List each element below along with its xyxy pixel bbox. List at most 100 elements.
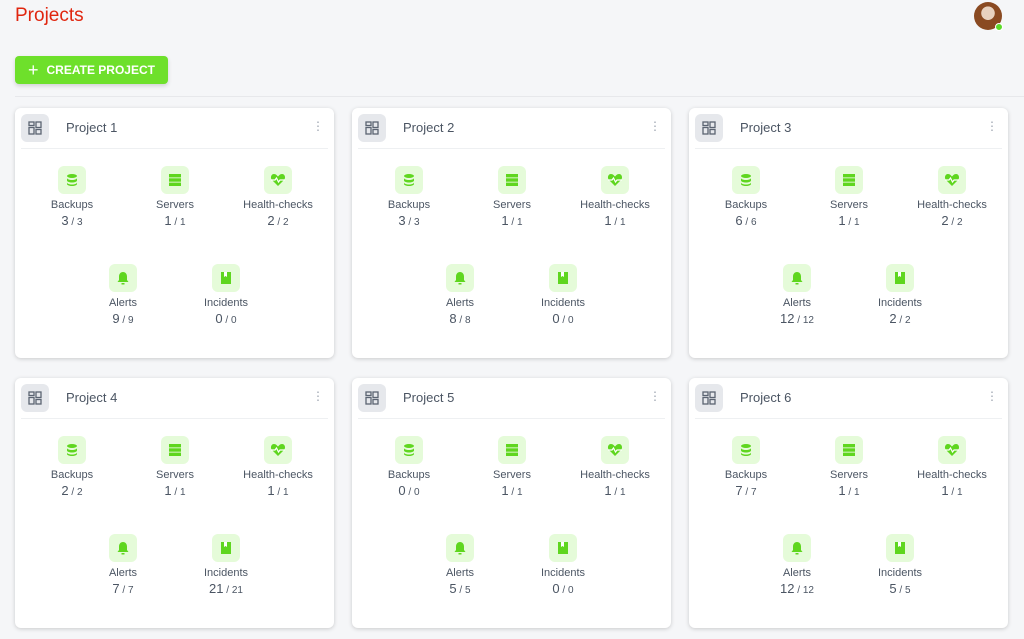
stat-value: 1 / 1	[501, 213, 523, 228]
bell-icon	[783, 534, 811, 562]
stat-label: Alerts	[445, 567, 475, 579]
heart-pulse-icon	[601, 166, 629, 194]
project-card[interactable]: Project 4 ⋮ Backups 2 / 2 Servers 1 / 1 …	[15, 378, 334, 628]
project-card[interactable]: Project 6 ⋮ Backups 7 / 7 Servers 1 / 1 …	[689, 378, 1008, 628]
stat-backups[interactable]: Backups 6 / 6	[696, 166, 796, 228]
stat-servers[interactable]: Servers 1 / 1	[462, 436, 562, 498]
more-vert-icon[interactable]: ⋮	[312, 389, 324, 403]
database-icon	[732, 166, 760, 194]
heart-pulse-icon	[938, 436, 966, 464]
stat-label: Backups	[387, 469, 431, 481]
stat-backups[interactable]: Backups 0 / 0	[359, 436, 459, 498]
stat-value: 1 / 1	[164, 483, 186, 498]
project-name[interactable]: Project 2	[403, 120, 455, 135]
more-vert-icon[interactable]: ⋮	[649, 389, 661, 403]
stat-alerts[interactable]: Alerts 8 / 8	[410, 264, 510, 326]
stat-label: Servers	[493, 199, 531, 211]
stat-label: Incidents	[540, 297, 586, 309]
stat-value: 0 / 0	[552, 581, 574, 596]
stat-incidents[interactable]: Incidents 0 / 0	[513, 264, 613, 326]
stat-label: Backups	[724, 469, 768, 481]
stat-servers[interactable]: Servers 1 / 1	[125, 436, 225, 498]
project-name[interactable]: Project 3	[740, 120, 792, 135]
stat-backups[interactable]: Backups 7 / 7	[696, 436, 796, 498]
server-icon	[161, 166, 189, 194]
stat-incidents[interactable]: Incidents 0 / 0	[513, 534, 613, 596]
project-card[interactable]: Project 2 ⋮ Backups 3 / 3 Servers 1 / 1 …	[352, 108, 671, 358]
more-vert-icon[interactable]: ⋮	[986, 119, 998, 133]
project-name[interactable]: Project 4	[66, 390, 118, 405]
stat-alerts[interactable]: Alerts 12 / 12	[747, 264, 847, 326]
stat-label: Health-checks	[580, 199, 650, 211]
stat-value: 9 / 9	[112, 311, 134, 326]
stat-label: Health-checks	[243, 199, 313, 211]
project-card[interactable]: Project 5 ⋮ Backups 0 / 0 Servers 1 / 1 …	[352, 378, 671, 628]
stat-servers[interactable]: Servers 1 / 1	[462, 166, 562, 228]
stat-health-checks[interactable]: Health-checks 2 / 2	[902, 166, 1002, 228]
stat-label: Alerts	[108, 297, 138, 309]
server-icon	[835, 166, 863, 194]
stat-backups[interactable]: Backups 2 / 2	[22, 436, 122, 498]
stat-value: 1 / 1	[604, 483, 626, 498]
more-vert-icon[interactable]: ⋮	[986, 389, 998, 403]
online-status-dot	[995, 23, 1003, 31]
stat-health-checks[interactable]: Health-checks 1 / 1	[228, 436, 328, 498]
stat-value: 0 / 0	[398, 483, 420, 498]
stat-label: Servers	[830, 199, 868, 211]
project-name[interactable]: Project 6	[740, 390, 792, 405]
project-grid-icon	[695, 384, 723, 412]
stat-alerts[interactable]: Alerts 7 / 7	[73, 534, 173, 596]
stat-label: Backups	[387, 199, 431, 211]
stat-label: Incidents	[203, 297, 249, 309]
stat-value: 3 / 3	[398, 213, 420, 228]
bookmark-icon	[886, 534, 914, 562]
stat-label: Servers	[493, 469, 531, 481]
bell-icon	[446, 534, 474, 562]
server-icon	[498, 436, 526, 464]
bell-icon	[109, 264, 137, 292]
stat-health-checks[interactable]: Health-checks 1 / 1	[565, 436, 665, 498]
stat-health-checks[interactable]: Health-checks 2 / 2	[228, 166, 328, 228]
stat-servers[interactable]: Servers 1 / 1	[125, 166, 225, 228]
card-divider	[358, 418, 665, 419]
stat-value: 6 / 6	[735, 213, 757, 228]
stat-label: Health-checks	[917, 199, 987, 211]
stat-label: Backups	[50, 199, 94, 211]
stat-incidents[interactable]: Incidents 21 / 21	[176, 534, 276, 596]
project-card[interactable]: Project 1 ⋮ Backups 3 / 3 Servers 1 / 1 …	[15, 108, 334, 358]
stat-backups[interactable]: Backups 3 / 3	[22, 166, 122, 228]
stat-label: Health-checks	[580, 469, 650, 481]
divider	[15, 96, 1024, 97]
heart-pulse-icon	[938, 166, 966, 194]
stat-servers[interactable]: Servers 1 / 1	[799, 166, 899, 228]
stat-value: 1 / 1	[838, 213, 860, 228]
stat-health-checks[interactable]: Health-checks 1 / 1	[902, 436, 1002, 498]
heart-pulse-icon	[601, 436, 629, 464]
stat-incidents[interactable]: Incidents 2 / 2	[850, 264, 950, 326]
stat-health-checks[interactable]: Health-checks 1 / 1	[565, 166, 665, 228]
project-name[interactable]: Project 5	[403, 390, 455, 405]
bookmark-icon	[212, 534, 240, 562]
project-card[interactable]: Project 3 ⋮ Backups 6 / 6 Servers 1 / 1 …	[689, 108, 1008, 358]
project-grid-icon	[358, 114, 386, 142]
card-divider	[21, 148, 328, 149]
user-avatar[interactable]	[974, 2, 1003, 31]
project-grid-icon	[358, 384, 386, 412]
stat-alerts[interactable]: Alerts 12 / 12	[747, 534, 847, 596]
stat-incidents[interactable]: Incidents 0 / 0	[176, 264, 276, 326]
stat-alerts[interactable]: Alerts 5 / 5	[410, 534, 510, 596]
more-vert-icon[interactable]: ⋮	[649, 119, 661, 133]
stat-alerts[interactable]: Alerts 9 / 9	[73, 264, 173, 326]
stat-label: Incidents	[203, 567, 249, 579]
stat-value: 8 / 8	[449, 311, 471, 326]
stat-value: 1 / 1	[604, 213, 626, 228]
stat-value: 5 / 5	[449, 581, 471, 596]
more-vert-icon[interactable]: ⋮	[312, 119, 324, 133]
stat-incidents[interactable]: Incidents 5 / 5	[850, 534, 950, 596]
stat-backups[interactable]: Backups 3 / 3	[359, 166, 459, 228]
server-icon	[498, 166, 526, 194]
create-project-button[interactable]: + CREATE PROJECT	[15, 56, 168, 84]
project-name[interactable]: Project 1	[66, 120, 118, 135]
heart-pulse-icon	[264, 166, 292, 194]
stat-servers[interactable]: Servers 1 / 1	[799, 436, 899, 498]
